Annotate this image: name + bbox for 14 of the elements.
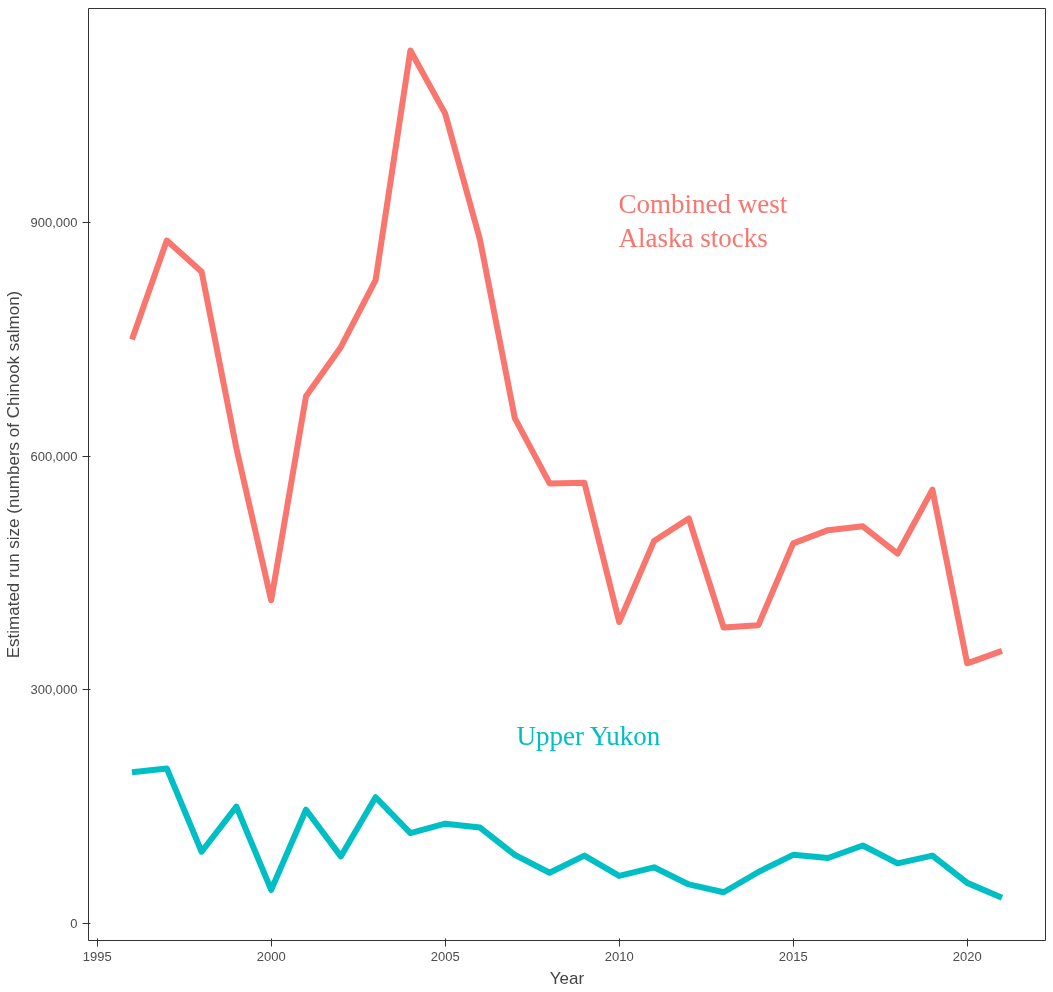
x-tick-label: 2015	[778, 948, 808, 964]
y-tick-label: 300,000	[30, 682, 78, 698]
x-tick-label: 2020	[952, 948, 982, 964]
y-tick-label: 0	[70, 915, 78, 931]
x-axis-title: Year	[549, 968, 585, 988]
x-tick-label: 1995	[82, 948, 112, 964]
text: Upper Yukon	[516, 720, 661, 751]
y-axis-title: Estimated run size (numbers of Chinook salmon)	[3, 290, 23, 659]
x-tick-label: 2010	[604, 948, 634, 964]
y-tick-label: 600,000	[30, 448, 78, 464]
x-tick-label: 2000	[256, 948, 286, 964]
text: Combined west Alaska stocks	[618, 188, 788, 253]
x-tick-label: 2005	[430, 948, 460, 964]
y-tick-label: 900,000	[30, 215, 78, 231]
